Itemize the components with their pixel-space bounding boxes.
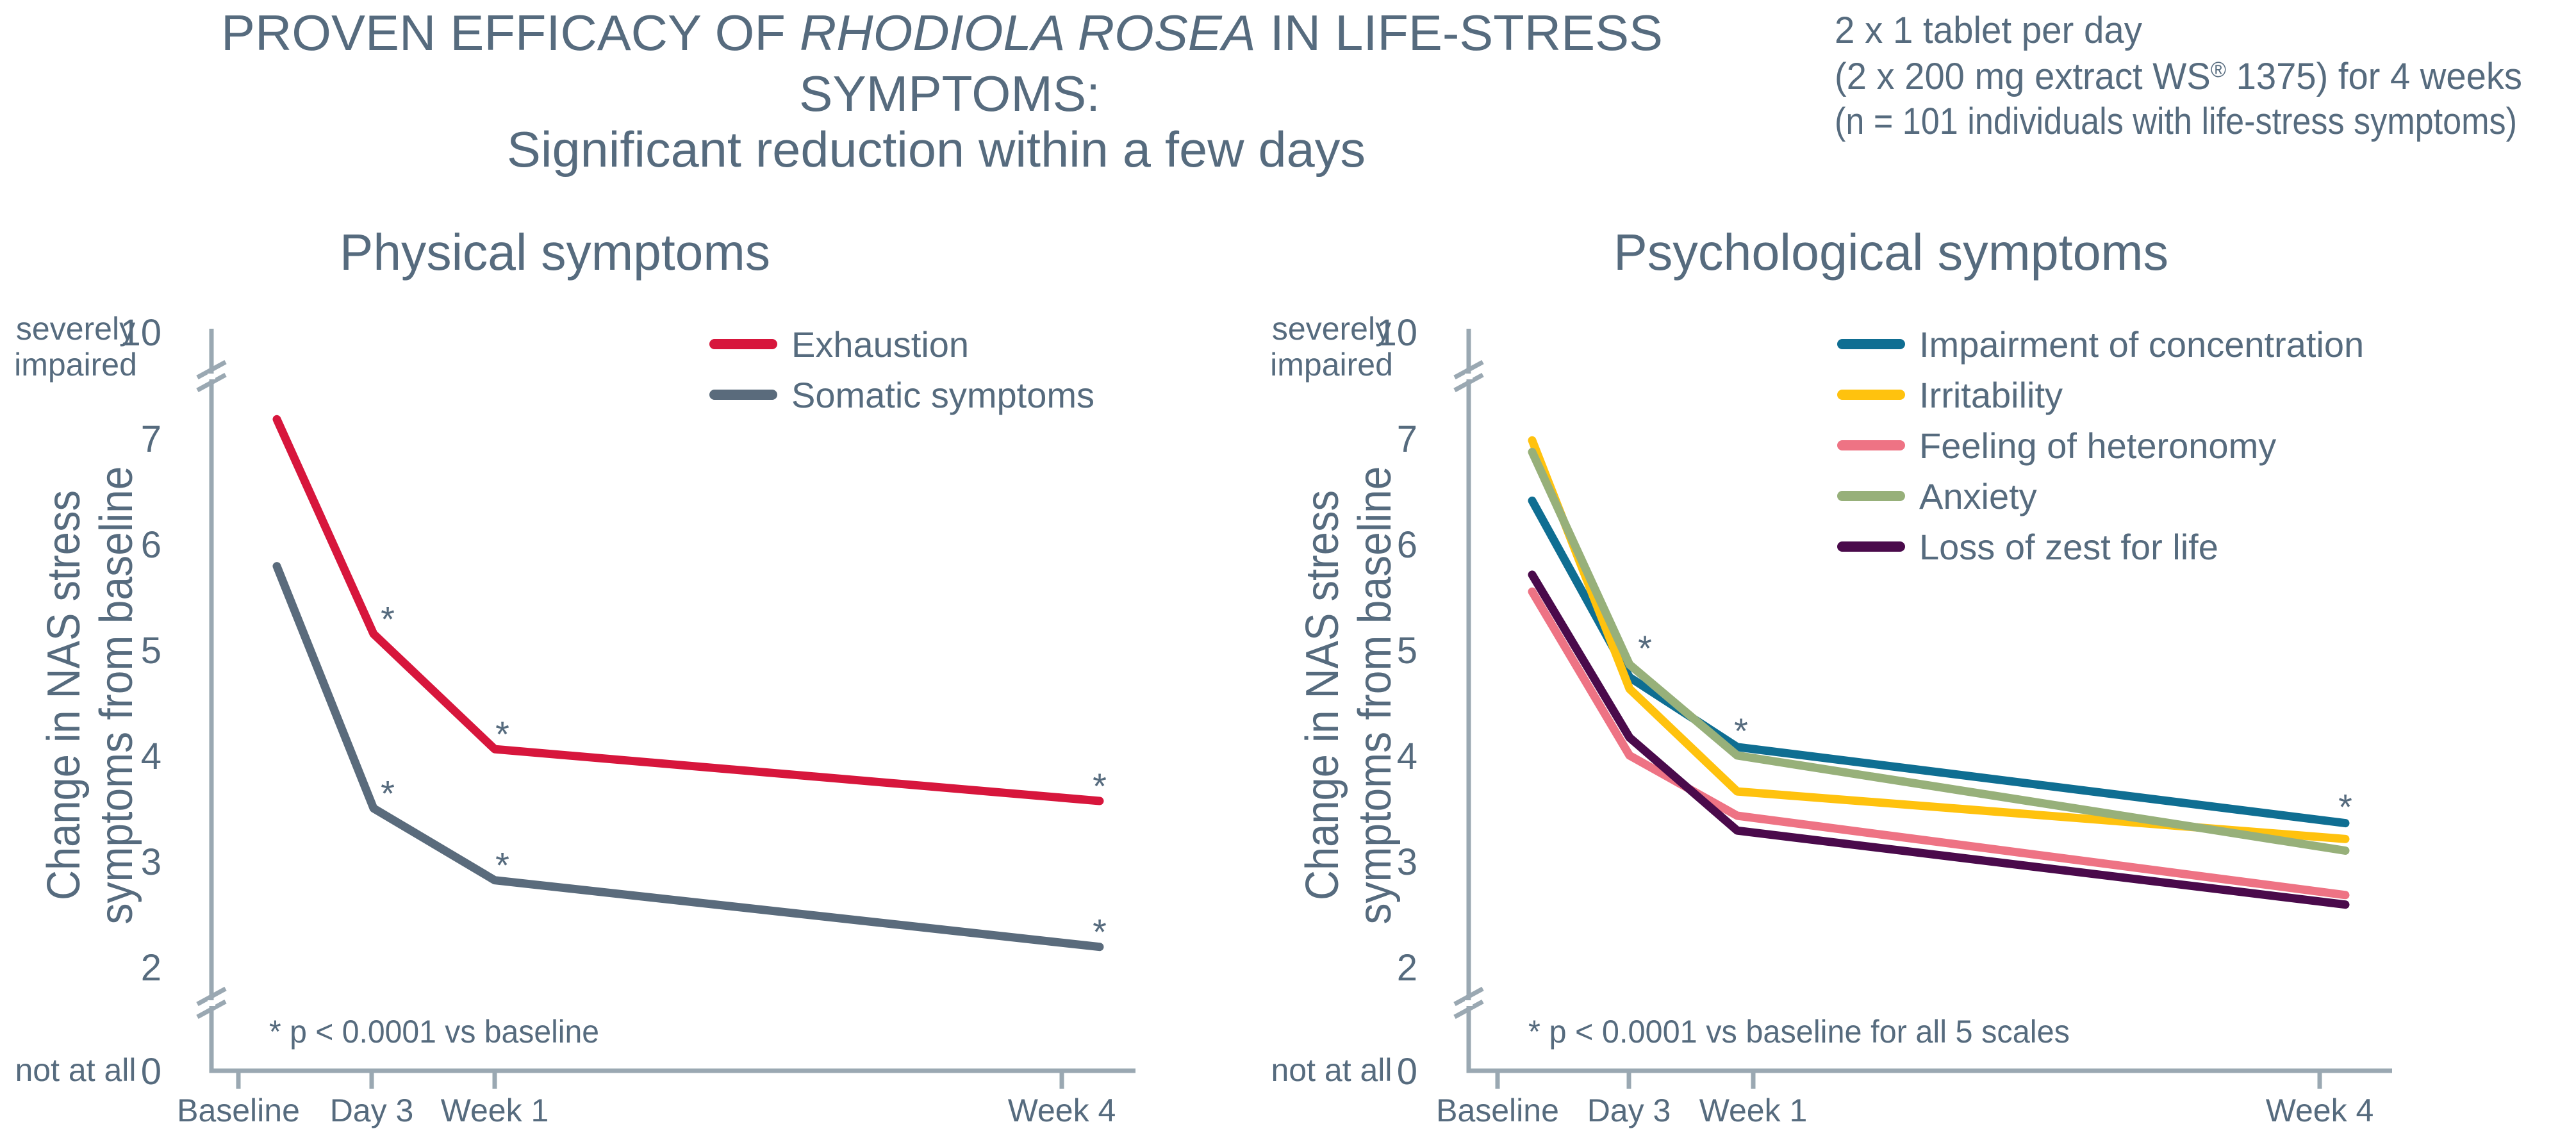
significance-marker: * [2338,787,2352,827]
main-subtitle: Significant reduction within a few days [507,121,1366,177]
y-axis-title: symptoms from baseline [1350,466,1401,925]
significance-marker: * [1093,766,1107,806]
y-axis-title: Change in NAS stress [1297,490,1348,900]
psychological-symptoms-chart: Psychological symptoms 0 2 3 4 5 6 7 10severelyi… [1270,224,2392,1128]
y-tick-label: 3 [1397,841,1417,883]
physical-symptoms-chart: Physical symptoms 0 2 3 4 5 6 7 10severelyimpair… [14,224,1135,1128]
axis-break-mark-bottom [196,986,227,1007]
y-tick-label: 6 [141,524,161,566]
axis-lines [1466,329,2392,1073]
axis-break-gap [1465,1000,1473,1006]
y-tick-label: 4 [1397,736,1417,777]
legend-label: Exhaustion [791,324,969,365]
legend-label: Feeling of heteronomy [1919,425,2276,466]
y-tick-label: 7 [141,418,161,460]
y-anchor-top-label: impaired [1270,347,1393,383]
significance-marker: * [1093,912,1107,952]
dosage-note-line2: (2 x 200 mg extract WS® 1375) for 4 week… [1835,56,2522,97]
y-tick-label: 2 [1397,947,1417,989]
series-line-feeling-of-heteronomy [1528,587,2350,900]
y-tick-label: 7 [1397,418,1417,460]
axis-break-gap [1465,374,1473,379]
y-tick-label: 10 [120,312,161,354]
title-text: IN LIFE-STRESS [1256,4,1663,61]
x-tick-label: Day 3 [1587,1093,1671,1128]
y-anchor-top-label: impaired [14,347,137,383]
y-tick-label: 2 [141,947,161,989]
x-tick-label: Week 1 [1699,1093,1808,1128]
main-title-line1: PROVEN EFFICACY OF RHODIOLA ROSEA IN LIF… [221,4,1663,61]
y-tick-label: 10 [1376,312,1417,354]
legend-label: Impairment of concentration [1919,324,2364,365]
significance-marker: * [495,845,509,886]
dosage-note-line1: 2 x 1 tablet per day [1835,10,2142,51]
dosage-note-line3: (n = 101 individuals with life-stress sy… [1835,101,2517,142]
y-anchor-bottom-label: not at all [15,1052,136,1088]
x-tick-label: Baseline [177,1093,300,1128]
axis-break-mark-top [196,372,227,393]
series-line-anxiety [1528,447,2350,855]
y-tick-label: 0 [141,1051,161,1093]
axis-break-mark-bottom [1453,999,1484,1019]
series-line-somatic-symptoms [272,562,1104,952]
y-tick-label: 3 [141,841,161,883]
legend-label: Irritability [1919,375,2063,415]
note-text: (2 x 200 mg extract WS [1835,56,2211,97]
significance-marker: * [495,714,509,754]
series-line-exhaustion [272,415,1104,805]
chart-footnote: * p < 0.0001 vs baseline [269,1014,599,1050]
x-tick-label: Week 4 [1008,1093,1116,1128]
y-anchor-top-label: severely [16,311,135,347]
legend-label: Anxiety [1919,476,2037,516]
significance-marker: * [381,773,395,814]
significance-marker: * [1638,628,1652,668]
axis-break-gap [208,1000,215,1006]
axis-break-mark-top [1453,372,1484,393]
y-tick-label: 0 [1397,1051,1417,1093]
significance-marker: * [1734,711,1748,751]
significance-marker: * [381,598,395,639]
axis-break-mark-bottom [1453,986,1484,1007]
axis-break-gap [208,374,215,379]
y-axis-title: Change in NAS stress [38,490,90,900]
y-tick-label: 4 [141,736,161,777]
title-species-name: RHODIOLA ROSEA [800,4,1256,61]
x-tick-label: Baseline [1436,1093,1559,1128]
registered-mark: ® [2211,58,2226,82]
note-text: 1375) for 4 weeks [2226,56,2522,97]
legend-label: Somatic symptoms [791,375,1094,415]
axis-break-mark-top [196,359,227,380]
x-tick-label: Day 3 [330,1093,414,1128]
y-tick-label: 6 [1397,524,1417,566]
title-text: PROVEN EFFICACY OF [221,4,800,61]
y-tick-label: 5 [141,630,161,672]
chart-footnote: * p < 0.0001 vs baseline for all 5 scale… [1528,1014,2070,1050]
legend-label: Loss of zest for life [1919,527,2218,567]
axis-lines [209,329,1135,1073]
x-tick-label: Week 1 [441,1093,549,1128]
y-anchor-bottom-label: not at all [1271,1052,1392,1088]
main-title-line2: SYMPTOMS: [799,65,1100,122]
y-axis-title: symptoms from baseline [91,466,142,925]
chart-title: Psychological symptoms [1614,224,2168,281]
y-tick-label: 5 [1397,630,1417,672]
chart-title: Physical symptoms [340,224,770,281]
y-anchor-top-label: severely [1272,311,1391,347]
axis-break-mark-bottom [196,999,227,1019]
series-line-loss-of-zest-for-life [1528,570,2350,909]
axis-break-mark-top [1453,359,1484,380]
x-tick-label: Week 4 [2266,1093,2374,1128]
